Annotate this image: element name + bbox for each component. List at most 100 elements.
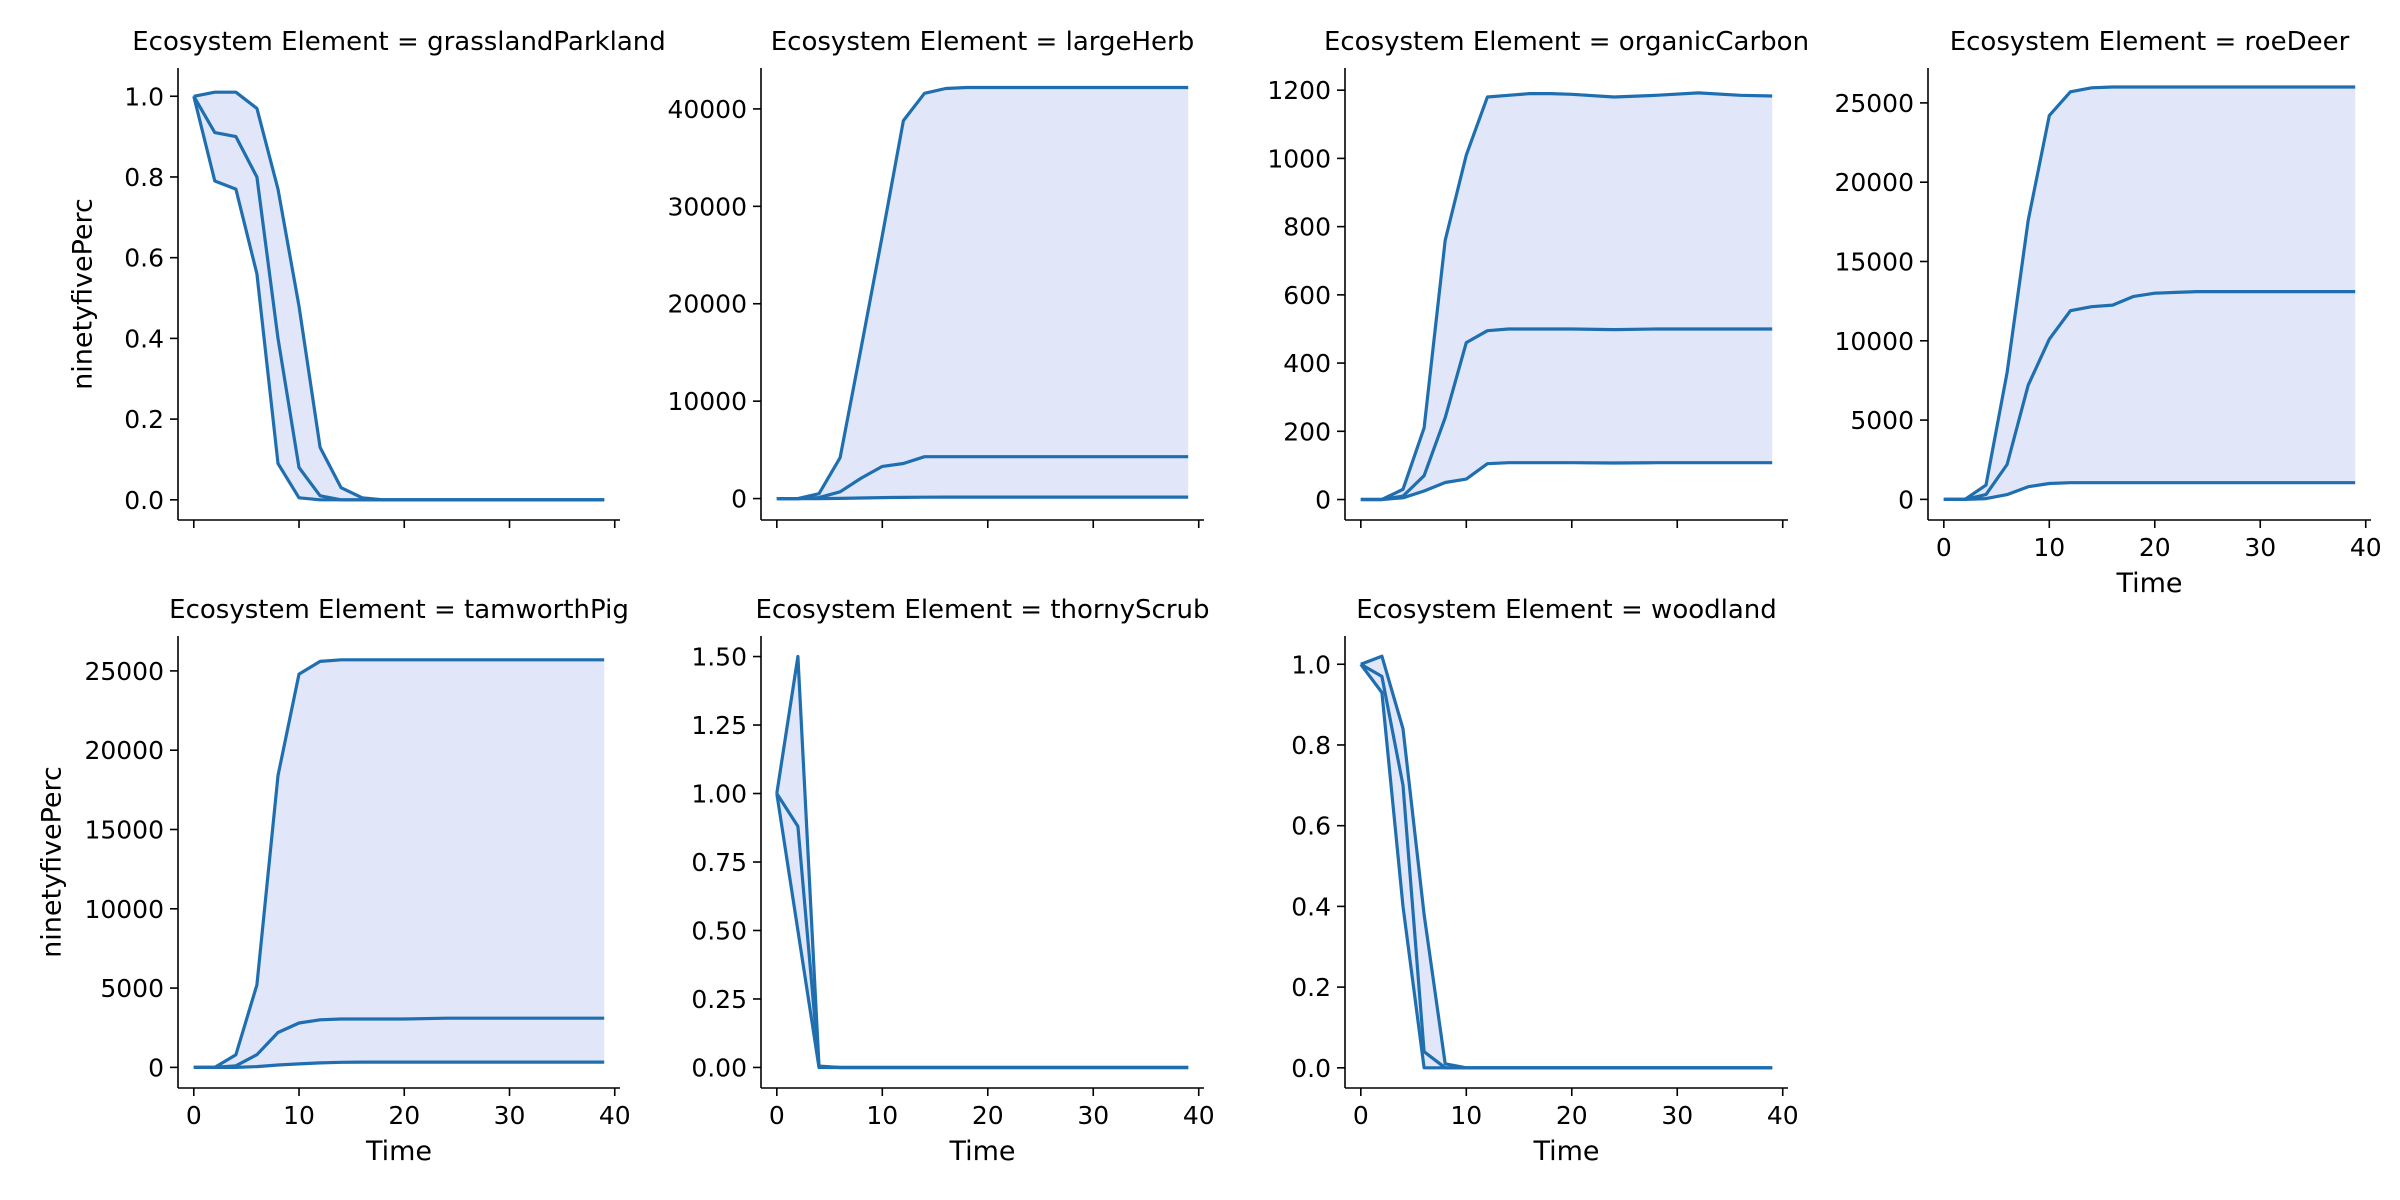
y-tick-label: 40000	[667, 95, 747, 124]
y-tick-label: 1000	[1267, 144, 1331, 173]
confidence-band	[1360, 92, 1773, 500]
facet-panel: 0 10000 20000 30000 40000 Ecosystem Element =…	[667, 27, 1204, 528]
x-tick-label: 10	[1450, 1101, 1482, 1130]
x-tick-label: 40	[2350, 533, 2382, 562]
y-tick-label: 1.0	[1291, 650, 1331, 679]
series-line-upper	[776, 85, 1189, 501]
y-tick-label: 0.2	[1291, 973, 1331, 1002]
x-tick-label: 0	[1353, 1101, 1369, 1130]
y-tick-label: 0	[731, 485, 747, 514]
x-axis-label: Time	[948, 1136, 1015, 1167]
facet-panel: 0.0 0.2 0.4 0.6 0.8 1.0 Ecosystem Element = gr…	[68, 27, 666, 528]
confidence-band	[776, 656, 1189, 1068]
y-tick-label: 0.75	[691, 848, 747, 877]
series-line-median	[775, 792, 1189, 1070]
panel-title: Ecosystem Element = organicCarbon	[1324, 27, 1809, 57]
facet-panel: 0 5000 10000 15000 20000 25000 0 10 20 30 40 Ecosys…	[1834, 27, 2381, 599]
y-tick-label: 0	[148, 1053, 164, 1082]
confidence-band	[193, 92, 605, 500]
y-tick-label: 400	[1283, 349, 1331, 378]
series-line-upper	[1943, 85, 2356, 501]
panel-title: Ecosystem Element = grasslandParkland	[132, 27, 666, 57]
x-tick-label: 20	[972, 1101, 1004, 1130]
panel-title: Ecosystem Element = roeDeer	[1950, 27, 2350, 57]
y-tick-label: 1.50	[691, 643, 747, 672]
x-tick-label: 40	[1183, 1101, 1215, 1130]
series-line-median	[1943, 290, 2356, 501]
panel-title: Ecosystem Element = tamworthPig	[169, 595, 629, 625]
x-tick-label: 40	[1767, 1101, 1799, 1130]
y-tick-label: 200	[1283, 417, 1331, 446]
y-tick-label: 600	[1283, 281, 1331, 310]
y-tick-label: 0.4	[1291, 892, 1331, 921]
y-tick-label: 0.00	[691, 1053, 747, 1082]
y-tick-label: 10000	[667, 387, 747, 416]
y-tick-label: 0	[1898, 485, 1914, 514]
y-tick-label: 15000	[84, 815, 164, 844]
y-tick-label: 0.0	[1291, 1054, 1331, 1083]
y-axis-label: ninetyfivePerc	[68, 198, 99, 390]
x-axis-label: Time	[365, 1136, 432, 1167]
y-tick-label: 25000	[84, 657, 164, 686]
x-tick-label: 10	[866, 1101, 898, 1130]
series-line-upper	[1360, 91, 1773, 502]
x-tick-label: 30	[1661, 1101, 1693, 1130]
y-tick-label: 20000	[1834, 168, 1914, 197]
y-tick-label: 15000	[1834, 247, 1914, 276]
x-tick-label: 0	[186, 1101, 202, 1130]
y-tick-label: 0.0	[124, 486, 164, 515]
y-tick-label: 0.6	[1291, 812, 1331, 841]
y-tick-label: 25000	[1834, 89, 1914, 118]
x-tick-label: 30	[494, 1101, 526, 1130]
confidence-band	[1360, 656, 1773, 1068]
facet-panel: 0 200 400 600 800 1000 1200 Ecosystem Element =…	[1267, 27, 1809, 528]
y-tick-label: 0.25	[691, 985, 747, 1014]
y-tick-label: 1.25	[691, 711, 747, 740]
y-tick-label: 20000	[667, 290, 747, 319]
series-line-median	[1360, 327, 1773, 502]
y-axis-label: ninetyfivePerc	[37, 766, 68, 958]
x-tick-label: 40	[599, 1101, 631, 1130]
y-tick-label: 0.50	[691, 916, 747, 945]
series-line-median	[776, 455, 1189, 501]
series-line-lower	[192, 95, 605, 502]
x-axis-label: Time	[2115, 568, 2182, 599]
x-tick-label: 0	[769, 1101, 785, 1130]
series-line-lower	[1360, 461, 1773, 502]
series-line-lower	[193, 1060, 605, 1070]
y-tick-label: 800	[1283, 213, 1331, 242]
panel-title: Ecosystem Element = largeHerb	[771, 27, 1194, 57]
x-tick-label: 20	[1556, 1101, 1588, 1130]
x-tick-label: 20	[2139, 533, 2171, 562]
y-tick-label: 1200	[1267, 76, 1331, 105]
y-tick-label: 5000	[1850, 406, 1914, 435]
facet-panels: 0.0 0.2 0.4 0.6 0.8 1.0 Ecosystem Element = gr…	[37, 27, 2382, 1167]
series-line-upper	[193, 658, 605, 1070]
series-line-lower	[1359, 663, 1773, 1070]
panel-title: Ecosystem Element = thornyScrub	[756, 595, 1210, 625]
x-tick-label: 20	[388, 1101, 420, 1130]
series-line-lower	[775, 793, 1189, 1070]
x-tick-label: 10	[283, 1101, 315, 1130]
series-line-upper	[775, 654, 1189, 1070]
y-tick-label: 10000	[1834, 327, 1914, 356]
y-tick-label: 0.4	[124, 324, 164, 353]
x-tick-label: 10	[2033, 533, 2065, 562]
y-tick-label: 0.6	[124, 244, 164, 273]
facet-panel: 0.00 0.25 0.50 0.75 1.00 1.25 1.50 0 10 20 30 40 Eco…	[691, 595, 1214, 1167]
facet-panel: 0 5000 10000 15000 20000 25000 0 10 20 30 40 Ecosys…	[37, 595, 631, 1167]
confidence-band	[776, 87, 1189, 499]
series-line-lower	[776, 495, 1189, 501]
x-tick-label: 30	[2244, 533, 2276, 562]
y-tick-label: 0.2	[124, 405, 164, 434]
y-tick-label: 0.8	[1291, 731, 1331, 760]
y-tick-label: 0.8	[124, 163, 164, 192]
y-tick-label: 30000	[667, 192, 747, 221]
x-axis-label: Time	[1532, 1136, 1599, 1167]
panel-title: Ecosystem Element = woodland	[1356, 595, 1777, 625]
series-line-median	[193, 1016, 605, 1070]
y-tick-label: 0	[1315, 486, 1331, 515]
series-line-lower	[1943, 481, 2356, 501]
y-tick-label: 5000	[100, 974, 164, 1003]
